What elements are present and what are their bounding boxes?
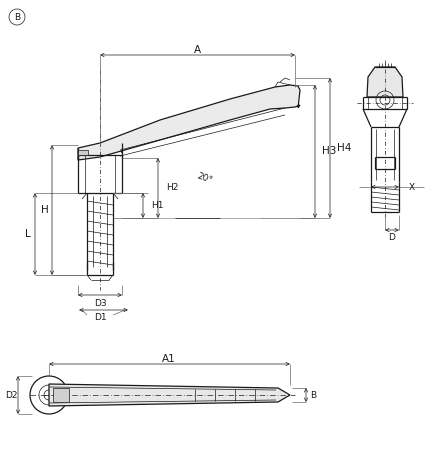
Text: D3: D3 <box>94 298 106 307</box>
Text: H2: H2 <box>166 184 178 193</box>
Text: X: X <box>409 183 415 192</box>
Text: D: D <box>388 233 395 242</box>
Polygon shape <box>49 384 290 406</box>
Text: B: B <box>14 13 20 22</box>
Text: H3: H3 <box>322 146 337 156</box>
Text: B: B <box>310 391 316 400</box>
Text: H: H <box>41 205 49 215</box>
Text: A: A <box>194 45 201 55</box>
Text: 20°: 20° <box>196 171 214 185</box>
Text: H1: H1 <box>151 201 164 210</box>
Bar <box>53 388 69 402</box>
Bar <box>78 150 88 155</box>
Text: A1: A1 <box>162 354 176 364</box>
Polygon shape <box>367 67 403 97</box>
Text: H4: H4 <box>337 143 351 153</box>
Text: L: L <box>25 229 31 239</box>
Text: D2: D2 <box>5 391 17 400</box>
Polygon shape <box>78 85 300 160</box>
Text: D1: D1 <box>94 314 106 323</box>
